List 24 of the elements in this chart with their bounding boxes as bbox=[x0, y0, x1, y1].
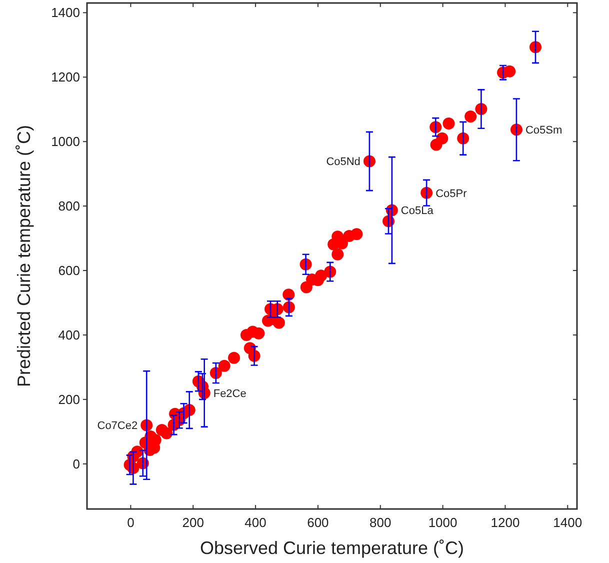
y-axis-title: Predicted Curie temperature (˚C) bbox=[14, 124, 34, 388]
x-tick-label: 800 bbox=[370, 515, 392, 530]
y-tick-label: 0 bbox=[72, 456, 80, 472]
x-tick-label: 600 bbox=[307, 515, 329, 530]
annotation: Co5Sm bbox=[525, 124, 562, 137]
y-tick-label: 1000 bbox=[51, 134, 80, 150]
annotation: Fe2Ce bbox=[213, 388, 246, 400]
y-tick-label: 600 bbox=[58, 263, 80, 278]
annotation: Co7Ce2 bbox=[97, 420, 138, 432]
y-tick-label: 800 bbox=[58, 198, 80, 214]
x-tick-label: 1200 bbox=[490, 515, 520, 530]
x-tick-label: 400 bbox=[244, 515, 266, 530]
x-tick-label: 200 bbox=[182, 515, 204, 530]
annotation: Co5Nd bbox=[326, 156, 360, 168]
y-tick-label: 400 bbox=[58, 327, 80, 342]
annotation: Co5Pr bbox=[436, 188, 468, 200]
y-tick-label: 1200 bbox=[51, 70, 80, 85]
x-tick-label: 0 bbox=[127, 515, 134, 530]
x-tick-label: 1400 bbox=[553, 515, 582, 530]
y-tick-label: 1400 bbox=[51, 5, 80, 20]
x-axis-title: Observed Curie temperature (˚C) bbox=[200, 538, 464, 558]
annotation: Co5La bbox=[400, 205, 434, 218]
y-tick-label: 200 bbox=[58, 392, 80, 407]
x-tick-label: 1000 bbox=[428, 515, 458, 530]
